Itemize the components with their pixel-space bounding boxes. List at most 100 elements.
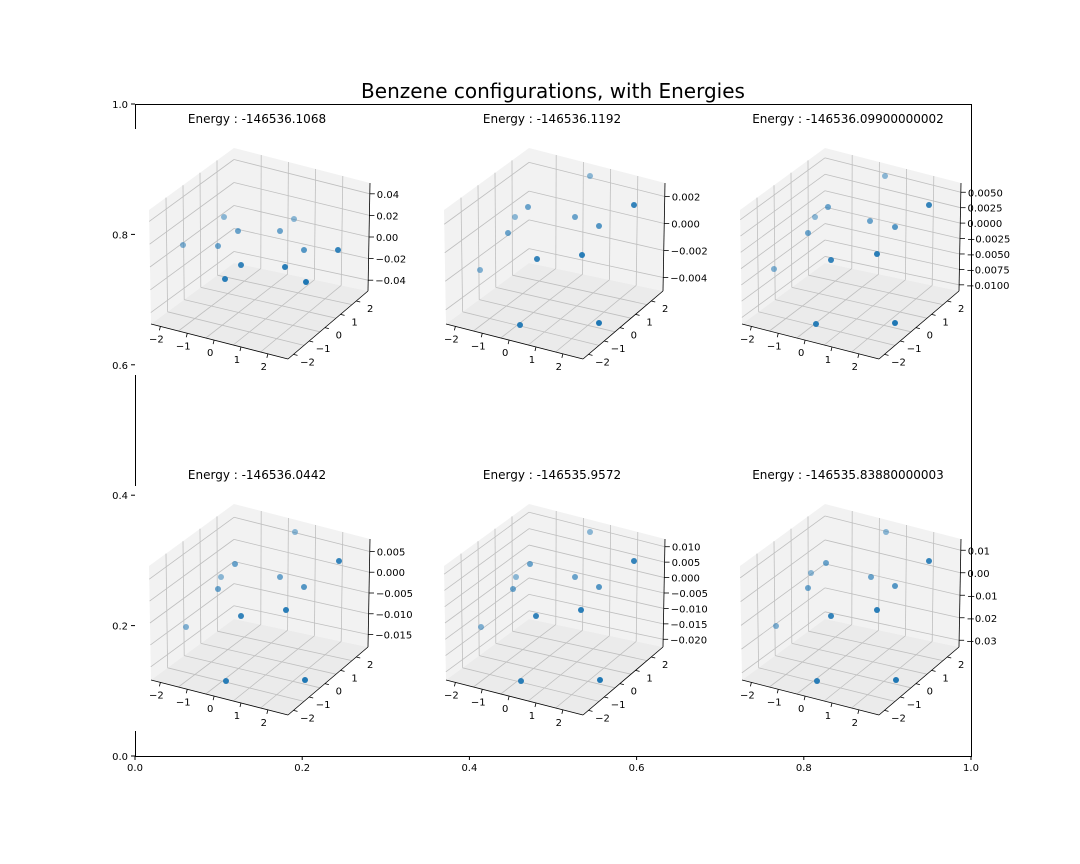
wall-grid-line (149, 539, 235, 602)
x-tick-label: 0 (798, 348, 804, 359)
x-tick (266, 353, 269, 358)
atom-point (183, 624, 189, 630)
x-tick-label: −2 (149, 690, 164, 701)
floor-grid-line (769, 268, 853, 332)
wall-grid-line (233, 228, 369, 259)
atom-point (292, 529, 298, 535)
subplot-title: Energy : -146535.9572 (483, 468, 621, 482)
atom-point (892, 320, 898, 326)
pane-back (234, 504, 370, 647)
y-tick (324, 327, 329, 330)
x-tick-label: 0 (502, 348, 508, 359)
z-axis-line (958, 538, 962, 648)
wall-grid-line (824, 611, 960, 641)
y-tick-label: −1 (907, 700, 922, 711)
subplot-1: Energy : -146536.1068 0.04 0.02 0.00 −0.02 −0… (148, 112, 406, 373)
y-axis-line (878, 290, 960, 360)
floor-grid-line (500, 273, 583, 339)
wall-grid-line (233, 182, 370, 216)
atom-point (882, 173, 888, 179)
wall-grid-line (460, 197, 463, 312)
wall-grid-line (528, 593, 664, 625)
atom-point (823, 560, 829, 566)
z-tick-label: −0.01 (967, 591, 998, 602)
wall-grid-line (444, 528, 530, 591)
atom-point (218, 574, 224, 580)
wall-grid-line (824, 239, 960, 270)
y-tick-label: 1 (942, 673, 948, 684)
floor-grid-line (775, 655, 912, 689)
wall-grid-line (635, 175, 639, 286)
x-tick-label: −2 (444, 334, 459, 345)
wall-grid-line (824, 563, 961, 596)
y-axis-line (287, 290, 369, 360)
atom-point (874, 251, 880, 257)
x-tick-label: 0 (798, 704, 804, 715)
atom-point (596, 320, 602, 326)
wall-grid-line (740, 539, 826, 602)
x-axis-line (150, 679, 289, 716)
pane-floor (151, 263, 368, 359)
z-tick-label: 0.00 (376, 233, 398, 244)
y-tick-label: 2 (367, 660, 373, 671)
atom-point (215, 586, 221, 592)
z-tick-label: 0.0000 (967, 219, 1002, 230)
x-tick-label: 1 (529, 711, 535, 722)
atom-point (477, 267, 483, 273)
floor-grid-line (495, 287, 632, 319)
floor-grid-line (791, 643, 928, 675)
atom-point (302, 677, 308, 683)
wall-grid-line (824, 539, 961, 574)
atom-point (282, 264, 288, 270)
x-tick (454, 682, 456, 687)
x-axis-line (445, 679, 584, 716)
x-tick (561, 709, 564, 714)
floor-grid-line (495, 643, 632, 675)
y-tick (884, 353, 889, 356)
x-tick-label: 2 (852, 362, 858, 373)
y-tick-label: 1 (942, 317, 948, 328)
z-tick-label: −0.002 (671, 247, 708, 258)
wall-grid-line (741, 611, 826, 674)
x-axis-line (741, 679, 880, 716)
wall-grid-line (740, 206, 826, 269)
floor-grid-line (823, 635, 906, 702)
atom-point (291, 216, 297, 222)
y-axis-line (582, 290, 664, 360)
z-tick-label: −0.03 (966, 636, 997, 647)
x-tick-label: 2 (852, 718, 858, 729)
y-tick (900, 340, 905, 343)
z-tick-label: 0.002 (672, 193, 701, 204)
pane-floor (742, 619, 959, 715)
subplot-6: Energy : -146535.83880000003 0.01 0.00 −0.0… (739, 468, 998, 729)
y-tick (651, 300, 656, 303)
z-tick-label: 0.0050 (968, 188, 1003, 199)
atom-point (828, 257, 834, 263)
x-tick (480, 333, 483, 338)
floor-grid-line (851, 641, 933, 709)
atom-point (533, 613, 539, 619)
atom-point (631, 202, 637, 208)
wall-grid-line (148, 516, 235, 580)
wall-grid-line (528, 219, 664, 251)
wall-grid-line (149, 561, 235, 624)
x-tick (212, 696, 215, 701)
y-tick (604, 340, 609, 343)
x-tick (507, 340, 510, 345)
wall-grid-line (824, 223, 960, 255)
atom-point (771, 266, 777, 272)
wall-grid-line (149, 205, 235, 268)
y-tick-label: −1 (907, 344, 922, 355)
wall-grid-line (740, 173, 826, 237)
y-tick (309, 340, 314, 343)
y-tick-label: −2 (595, 713, 610, 724)
wall-grid-line (444, 544, 530, 608)
y-tick-label: −2 (300, 713, 315, 724)
y-tick (619, 683, 624, 686)
floor-grid-line (205, 273, 288, 339)
x-tick (185, 689, 188, 694)
atom-point (828, 613, 834, 619)
z-tick-label: −0.010 (671, 604, 708, 615)
z-tick-label: 0.04 (377, 190, 399, 201)
x-tick (830, 346, 833, 352)
